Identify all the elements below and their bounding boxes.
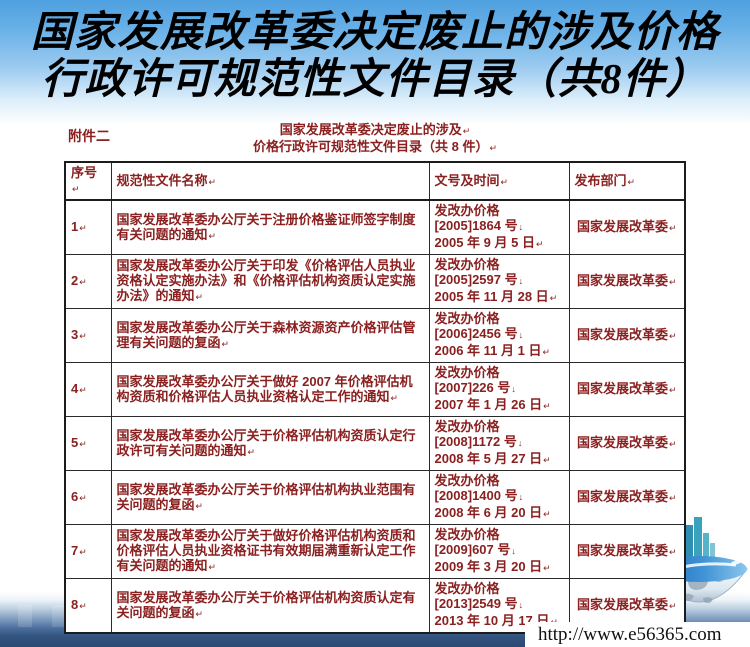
line-break-mark: ↓: [518, 276, 524, 286]
paragraph-mark: ↵: [627, 176, 636, 187]
row-number-cell: 2↵: [64, 254, 112, 309]
header-row: 序号↵ 规范性文件名称↵ 文号及时间↵ 发布部门↵↵: [64, 161, 686, 201]
table-row: 5↵ 国家发展改革委办公厅关于价格评估机构资质认定行政许可有关问题的通知↵ 发改…: [64, 416, 686, 471]
doc-number-cell: 发改办价格 [2009]607 号↓ 2009 年 3 月 20 日↵: [428, 524, 570, 579]
table-row: 8↵ 国家发展改革委办公厅关于价格评估机构资质认定有关问题的复函↵ 发改办价格 …: [64, 578, 686, 634]
doc-number-cell: 发改办价格 [2005]2597 号↓ 2005 年 11 月 28 日↵: [428, 254, 570, 309]
doc-number-cell: 发改办价格 [2006]2456 号↓ 2006 年 11 月 1 日↵: [428, 308, 570, 363]
header-cell-docno: 文号及时间↵: [428, 161, 570, 201]
url-banner: http://www.e56365.com: [525, 622, 750, 647]
doc-number-cell: 发改办价格 [2007]226 号↓ 2007 年 1 月 26 日↵: [428, 362, 570, 417]
table-row: 1↵ 国家发展改革委办公厅关于注册价格鉴证师签字制度有关问题的通知↵ 发改办价格…: [64, 199, 686, 255]
table-caption-line2: 价格行政许可规范性文件目录（共 8 件）↵: [252, 139, 497, 154]
header-cell-name: 规范性文件名称↵: [110, 161, 430, 201]
doc-name-cell: 国家发展改革委办公厅关于做好价格评估机构资质和价格评估人员执业资格证书有效期届满…: [110, 524, 430, 579]
row-number-cell: 5↵: [64, 416, 112, 471]
paragraph-mark: ↵: [208, 176, 217, 187]
doc-name-cell: 国家发展改革委办公厅关于注册价格鉴证师签字制度有关问题的通知↵: [110, 199, 430, 255]
slide-title: 国家发展改革委决定废止的涉及价格 行政许可规范性文件目录（共8件）: [0, 10, 750, 104]
site-url: http://www.e56365.com: [538, 623, 722, 645]
line-break-mark: ↓: [511, 546, 516, 556]
line-break-mark: ↓: [518, 222, 524, 232]
table-row: 2↵ 国家发展改革委办公厅关于印发《价格评估人员执业资格认定实施办法》和《价格评…: [64, 254, 686, 309]
doc-name-cell: 国家发展改革委办公厅关于价格评估机构资质认定有关问题的复函↵: [110, 578, 430, 634]
paragraph-mark: ↵: [500, 176, 509, 187]
table-row: 4↵ 国家发展改革委办公厅关于做好 2007 年价格评估机构资质和价格评估人员执…: [64, 362, 686, 417]
row-number-cell: 4↵: [64, 362, 112, 417]
table-row: 7↵ 国家发展改革委办公厅关于做好价格评估机构资质和价格评估人员执业资格证书有效…: [64, 524, 686, 579]
doc-name-cell: 国家发展改革委办公厅关于做好 2007 年价格评估机构资质和价格评估人员执业资格…: [110, 362, 430, 417]
slide-title-line1: 国家发展改革委决定废止的涉及价格: [30, 10, 719, 56]
line-break-mark: ↓: [518, 492, 524, 502]
doc-number-cell: 发改办价格 [2005]1864 号↓ 2005 年 9 月 5 日↵: [428, 199, 570, 255]
table-caption-line1: 国家发展改革委决定废止的涉及↵: [279, 122, 471, 137]
row-number-cell: 3↵: [64, 308, 112, 363]
row-number-cell: 7↵: [64, 524, 112, 579]
abolished-documents-table: 序号↵ 规范性文件名称↵ 文号及时间↵ 发布部门↵↵ 1↵ 国家发展改革委办公厅…: [64, 161, 686, 634]
paragraph-mark: ↵: [489, 143, 497, 153]
dept-cell: 国家发展改革委↵↵: [568, 470, 686, 525]
table-row: 3↵ 国家发展改革委办公厅关于森林资源资产价格评估管理有关问题的复函↵ 发改办价…: [64, 308, 686, 363]
attachment-label: 附件二: [68, 128, 110, 144]
dept-cell: 国家发展改革委↵↵: [568, 524, 686, 579]
row-number-cell: 1↵: [64, 199, 112, 255]
word-document-area: 附件二 国家发展改革委决定废止的涉及↵ 价格行政许可规范性文件目录（共 8 件）…: [64, 122, 686, 634]
doc-name-cell: 国家发展改革委办公厅关于森林资源资产价格评估管理有关问题的复函↵: [110, 308, 430, 363]
doc-name-cell: 国家发展改革委办公厅关于价格评估机构执业范围有关问题的复函↵: [110, 470, 430, 525]
dept-cell: 国家发展改革委↵↵: [568, 254, 686, 309]
doc-name-cell: 国家发展改革委办公厅关于价格评估机构资质认定行政许可有关问题的通知↵: [110, 416, 430, 471]
dept-cell: 国家发展改革委↵↵: [568, 362, 686, 417]
row-number-cell: 6↵: [64, 470, 112, 525]
row-number-cell: 8↵: [64, 578, 112, 634]
table-caption: 国家发展改革委决定废止的涉及↵ 价格行政许可规范性文件目录（共 8 件）↵: [64, 122, 686, 156]
dept-cell: 国家发展改革委↵↵: [568, 199, 686, 255]
paragraph-mark: ↵: [72, 184, 80, 194]
line-break-mark: ↓: [517, 438, 523, 448]
dept-cell: 国家发展改革委↵↵: [568, 416, 686, 471]
doc-number-cell: 发改办价格 [2008]1172 号↓ 2008 年 5 月 27 日↵: [428, 416, 570, 471]
line-break-mark: ↓: [518, 600, 524, 610]
slide-title-line2: 行政许可规范性文件目录（共8件）: [41, 57, 709, 103]
doc-number-cell: 发改办价格 [2008]1400 号↓ 2008 年 6 月 20 日↵: [428, 470, 570, 525]
paragraph-mark: ↵: [462, 126, 471, 136]
doc-name-cell: 国家发展改革委办公厅关于印发《价格评估人员执业资格认定实施办法》和《价格评估机构…: [110, 254, 430, 309]
table-row: 6↵ 国家发展改革委办公厅关于价格评估机构执业范围有关问题的复函↵ 发改办价格 …: [64, 470, 686, 525]
header-cell-no: 序号↵: [64, 161, 112, 201]
line-break-mark: ↓: [518, 330, 524, 340]
line-break-mark: ↓: [511, 384, 516, 394]
header-cell-dept: 发布部门↵↵: [568, 161, 686, 201]
dept-cell: 国家发展改革委↵↵: [568, 308, 686, 363]
